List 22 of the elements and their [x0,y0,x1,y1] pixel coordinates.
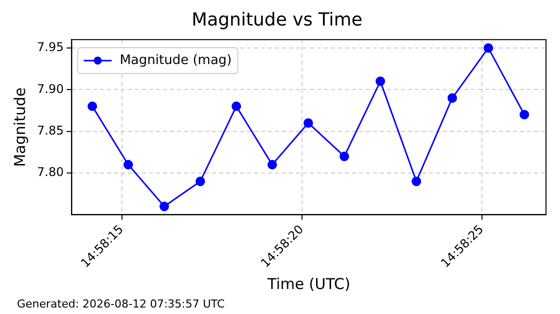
point [448,93,458,103]
text: Generated: 2026-08-12 07:35:57 UTC [17,297,226,310]
y-tick-label: 7.90 [37,82,64,96]
point [520,110,530,120]
y-tick-label: 7.80 [37,165,64,180]
point [232,102,242,112]
point [376,76,386,86]
y-axis-title: Magnitude [10,87,29,167]
point [88,102,98,112]
point [267,160,277,170]
point [123,160,133,170]
point [412,176,422,186]
y-tick-label: 7.85 [37,123,64,138]
x-axis-title: Time (UTC) [266,274,350,293]
y-tick-label: 7.95 [37,40,64,54]
point [340,152,350,162]
point [484,43,494,53]
point [304,118,314,128]
point [160,202,170,212]
legend-label: Magnitude (mag) [120,52,232,68]
point [196,176,206,186]
chart-title: Magnitude vs Time [192,9,362,30]
